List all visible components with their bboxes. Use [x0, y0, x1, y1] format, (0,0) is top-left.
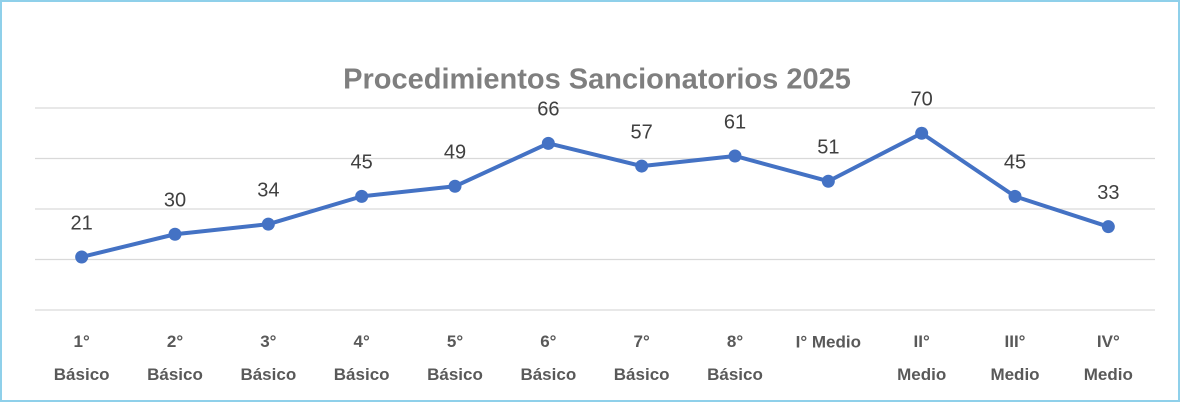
x-tick-label: III° Medio: [990, 332, 1039, 384]
data-point: [355, 189, 369, 203]
data-label: 57: [631, 121, 653, 143]
data-line: [81, 131, 1109, 259]
data-label: 49: [444, 142, 466, 164]
data-label: 61: [724, 111, 746, 133]
data-point: [635, 159, 649, 173]
data-label: 45: [1004, 152, 1026, 174]
x-tick-label: 6° Básico: [520, 332, 576, 384]
data-point: [1101, 220, 1115, 234]
x-tick-label: 7° Básico: [614, 332, 670, 384]
data-point: [448, 179, 462, 193]
data-point: [1008, 189, 1022, 203]
data-label: 21: [71, 212, 93, 234]
data-label: 51: [817, 137, 839, 159]
data-label: 66: [537, 99, 559, 121]
data-point: [728, 149, 742, 163]
data-label: 34: [257, 179, 279, 201]
data-point: [915, 126, 929, 140]
x-tick-label: 8° Básico: [707, 332, 763, 384]
x-tick-label: 2° Básico: [147, 332, 203, 384]
x-tick-label: 1° Básico: [54, 332, 110, 384]
data-point: [541, 136, 555, 150]
data-label: 70: [911, 89, 933, 111]
x-tick-label: 3° Básico: [240, 332, 296, 384]
data-label: 33: [1097, 182, 1119, 204]
x-tick-label: IV° Medio: [1084, 332, 1133, 384]
data-point: [168, 227, 182, 241]
data-point: [261, 217, 275, 231]
x-tick-label: 4° Básico: [334, 332, 390, 384]
x-tick-label: 5° Básico: [427, 332, 483, 384]
data-point: [75, 250, 89, 264]
chart-title: Procedimientos Sancionatorios 2025: [343, 64, 851, 96]
x-tick-label: II° Medio: [897, 332, 946, 384]
data-label: 45: [351, 152, 373, 174]
data-label: 30: [164, 190, 186, 212]
x-tick-label: I° Medio: [796, 332, 861, 351]
data-point: [821, 174, 835, 188]
